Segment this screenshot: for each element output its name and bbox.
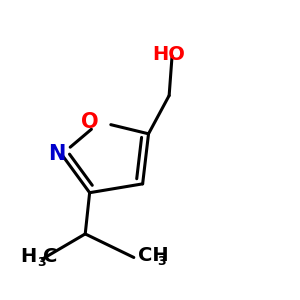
- Text: C: C: [43, 247, 58, 266]
- Text: 3: 3: [37, 256, 46, 269]
- Text: H: H: [20, 247, 37, 266]
- Text: 3: 3: [157, 254, 165, 268]
- Text: N: N: [48, 144, 65, 164]
- Text: O: O: [81, 112, 98, 132]
- Text: HO: HO: [153, 45, 186, 64]
- Text: CH: CH: [138, 246, 169, 265]
